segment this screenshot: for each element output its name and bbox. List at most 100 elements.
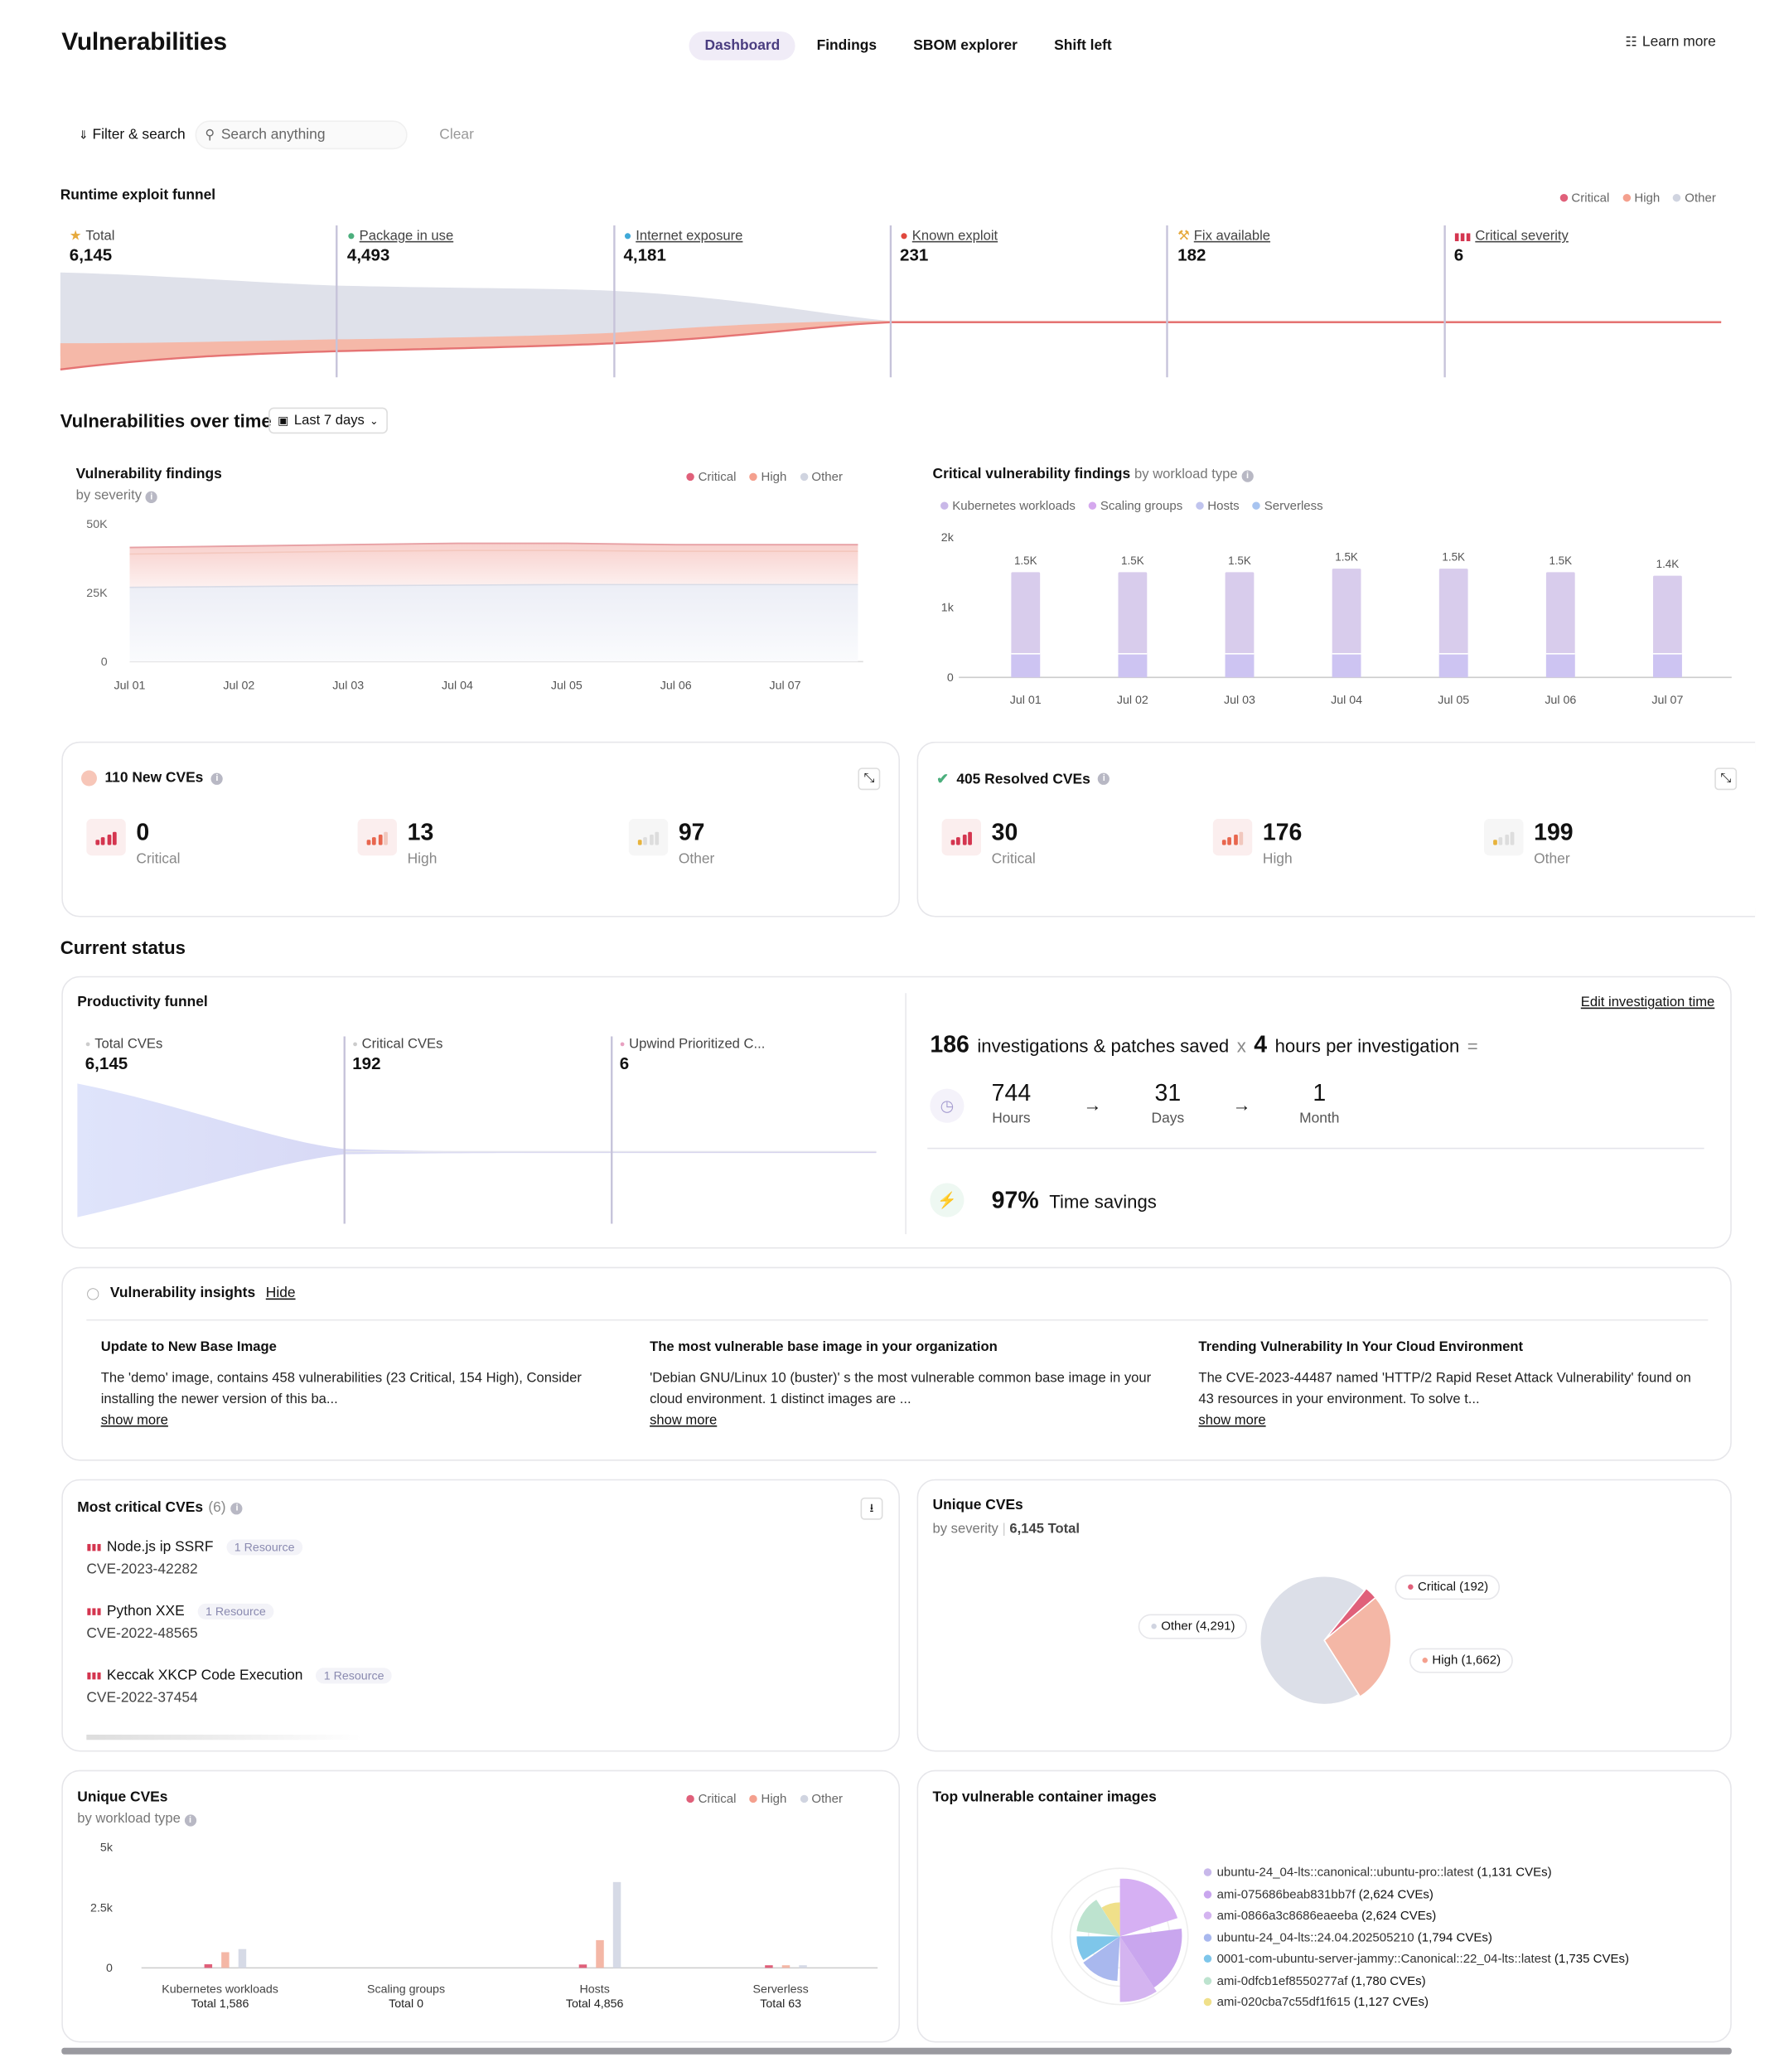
unique-workload-header: Unique CVEs by workload type i <box>77 1789 196 1827</box>
list-item[interactable]: ▮▮▮ Node.js ip SSRF 1 Resource CVE-2023-42… <box>86 1539 303 1577</box>
expand-icon[interactable]: ⤡ <box>1714 767 1738 791</box>
top-images-card: Top vulnerable container images ubuntu-2… <box>916 1769 1732 2043</box>
funnel-stage-fix[interactable]: ⚒ Fix available 182 <box>1177 228 1271 265</box>
new-cves-card: 110 New CVEs i ⤡ 0 Critical 13 High 97 Other <box>61 741 901 917</box>
image-legend-item: ami-075686beab831bb7f (2,624 CVEs) <box>1203 1885 1629 1906</box>
info-icon[interactable]: i <box>1241 470 1254 482</box>
search-icon: ⚲ <box>205 128 215 143</box>
star-icon: ★ <box>69 228 82 244</box>
y-tick-label: 0 <box>101 656 108 669</box>
list-item[interactable]: ▮▮▮ Keccak XKCP Code Execution 1 Resource … <box>86 1668 392 1706</box>
list-fade <box>86 1734 362 1740</box>
info-icon[interactable]: i <box>184 1814 196 1827</box>
chevrons-down-icon: ⇓ <box>78 128 89 141</box>
critical-legend: Kubernetes workloads Scaling groups Host… <box>940 499 1323 514</box>
resolved-high: 176 High <box>1212 819 1302 867</box>
y-tick-label: 2k <box>941 531 955 545</box>
image-name: ami-075686beab831bb7f <box>1216 1887 1359 1902</box>
conv-months: 1 Month <box>1299 1079 1340 1127</box>
tab-dashboard[interactable]: Dashboard <box>689 31 796 61</box>
info-icon[interactable]: i <box>230 1502 244 1514</box>
x-tick-label: Jul 06 <box>1545 694 1576 707</box>
x-tick-label: Jul 07 <box>770 680 801 693</box>
show-more-link[interactable]: show more <box>100 1412 168 1429</box>
check-circle-icon: ● <box>346 228 355 244</box>
y-tick-label: 50K <box>86 518 108 531</box>
funnel-stage-internet[interactable]: ● Internet exposure 4,181 <box>623 228 743 265</box>
resolved-critical: 30 Critical <box>941 819 1036 867</box>
clear-button[interactable]: Clear <box>439 127 474 143</box>
divider <box>927 1147 1704 1150</box>
pie-label-other: ● Other (4,291) <box>1138 1614 1247 1639</box>
filter-button[interactable]: ⇓ Filter & search <box>78 127 186 143</box>
severity-bars-icon: ▮▮▮ <box>86 1607 102 1617</box>
severity-bars-icon: ▮▮▮ <box>86 1543 102 1553</box>
pie-slice-high <box>1323 1596 1392 1698</box>
critical-chart-header: Critical vulnerability findings by workl… <box>933 467 1254 482</box>
findings-area-chart: 50K 25K 0 Jul 01 Jul 02 Jul 03 Jul 04 Jul 05 Jul… <box>86 518 863 693</box>
arrow-right-icon: → <box>1232 1093 1251 1116</box>
resolved-cves-card: ✔ 405 Resolved CVEs i ⤡ 30 Critical 176 Hig… <box>916 741 1756 917</box>
most-critical-card: Most critical CVEs (6) i ⭳ ▮▮▮ Node.js ip… <box>61 1479 901 1752</box>
x-tick-label: Jul 05 <box>1438 694 1469 707</box>
edit-investigation-link[interactable]: Edit investigation time <box>1580 994 1715 1010</box>
legend-high: High <box>749 1793 786 1807</box>
tab-shift-left[interactable]: Shift left <box>1054 37 1112 54</box>
learn-more-link[interactable]: ☷ Learn more <box>1625 34 1716 51</box>
bar <box>1118 572 1148 678</box>
exploit-funnel-chart <box>60 225 1722 378</box>
productivity-title: Productivity funnel <box>77 994 208 1010</box>
x-tick-label: Jul 07 <box>1651 694 1683 707</box>
list-item[interactable]: ▮▮▮ Python XXE 1 Resource CVE-2022-48565 <box>86 1603 274 1642</box>
new-high: 13 High <box>357 819 437 867</box>
funnel-other-area <box>60 272 1722 356</box>
current-status-title: Current status <box>60 937 186 958</box>
search-input[interactable]: ⚲ Search anything <box>196 120 409 150</box>
pie-label-high: ● High (1,662) <box>1409 1648 1513 1673</box>
info-icon[interactable]: i <box>145 491 157 504</box>
funnel-stage-exploit[interactable]: ● Known exploit 231 <box>900 228 998 265</box>
show-more-link[interactable]: show more <box>650 1412 718 1429</box>
x-tick-label: Jul 02 <box>1117 694 1148 707</box>
download-icon[interactable]: ⭳ <box>860 1497 883 1520</box>
expand-icon[interactable]: ⤡ <box>858 767 881 791</box>
hide-button[interactable]: Hide <box>265 1285 296 1301</box>
most-critical-header: Most critical CVEs (6) i <box>77 1500 244 1516</box>
conv-days: 31 Days <box>1151 1079 1185 1127</box>
severity-bars-icon: ▮▮▮ <box>86 1672 102 1682</box>
conv-hours: 744 Hours <box>991 1079 1032 1127</box>
severity-pie-chart <box>1259 1575 1392 1706</box>
tab-findings[interactable]: Findings <box>816 37 877 54</box>
tab-sbom-explorer[interactable]: SBOM explorer <box>913 37 1018 54</box>
funnel-stage-critical[interactable]: ▮▮▮ Critical severity 6 <box>1453 228 1569 265</box>
insight-item: Trending Vulnerability In Your Cloud Env… <box>1198 1339 1709 1431</box>
x-tick-label: Hosts <box>580 1982 610 1996</box>
show-more-link[interactable]: show more <box>1198 1412 1266 1429</box>
insight-item: Update to New Base Image The 'demo' imag… <box>101 1339 612 1431</box>
critical-bar-chart: 2k 1k 0 1.5K Jul 01 1.5K Jul 02 1.5K Jul 03 1.5K J… <box>941 531 1732 707</box>
other-area <box>129 584 858 662</box>
legend-scaling: Scaling groups <box>1088 499 1182 514</box>
legend-dot <box>1203 1954 1212 1963</box>
clock-icon: ◷ <box>930 1088 965 1123</box>
info-icon[interactable]: i <box>210 772 224 785</box>
group-total: Total 63 <box>760 1997 801 2011</box>
resolved-cves-header: ✔ 405 Resolved CVEs i <box>936 771 1110 787</box>
legend-critical: Critical <box>686 1793 736 1807</box>
bar-critical <box>204 1963 213 1968</box>
new-cve-icon <box>81 770 97 787</box>
group-total: Total 0 <box>389 1997 423 2011</box>
scrollbar[interactable] <box>61 2047 1732 2055</box>
info-icon[interactable]: i <box>1098 772 1110 785</box>
polar-slice <box>1083 1936 1120 1982</box>
bar <box>1011 572 1041 678</box>
image-count: (1,794 CVEs) <box>1417 1930 1492 1945</box>
pie-label-critical: ● Critical (192) <box>1395 1575 1501 1600</box>
unique-severity-header: Unique CVEs by severity | 6,145 Total <box>932 1497 1080 1537</box>
image-count: (1,131 CVEs) <box>1477 1866 1552 1881</box>
legend-dot <box>1203 1976 1212 1985</box>
over-time-title: Vulnerabilities over time <box>60 409 272 432</box>
funnel-stage-package[interactable]: ● Package in use 4,493 <box>346 228 454 265</box>
x-tick-label: Jul 01 <box>114 680 146 693</box>
range-dropdown[interactable]: ▣ Last 7 days ⌄ <box>268 407 388 434</box>
